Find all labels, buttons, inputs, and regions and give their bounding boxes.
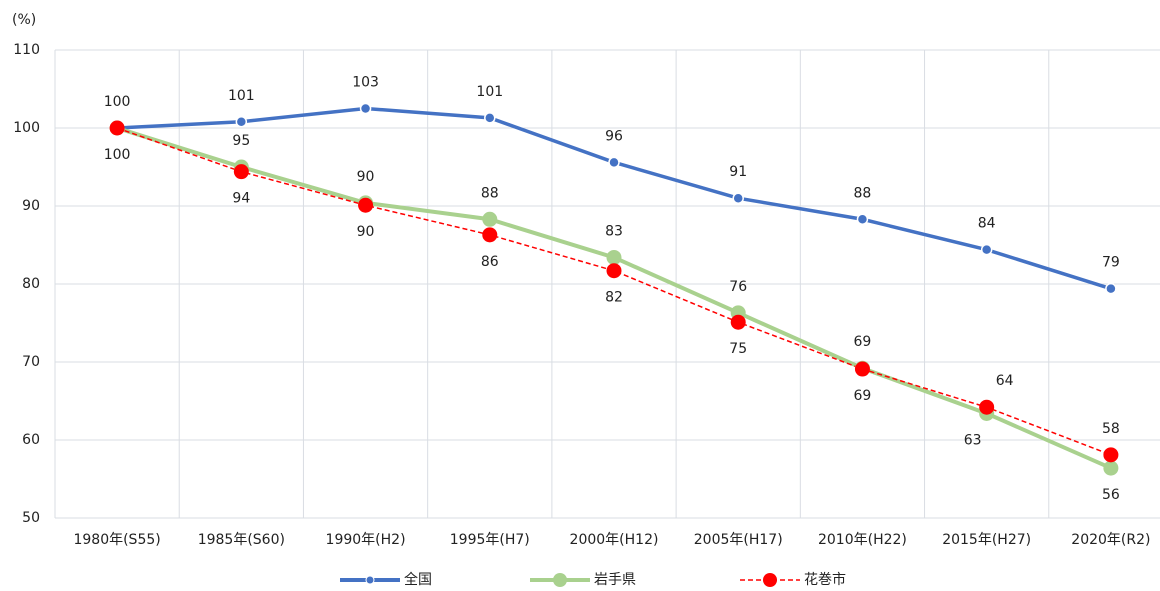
x-tick-label: 2005年(H17) bbox=[694, 532, 783, 548]
point bbox=[235, 116, 248, 128]
point bbox=[606, 263, 622, 279]
y-tick-label: 90 bbox=[22, 198, 40, 214]
data-label: 90 bbox=[357, 224, 375, 240]
data-label: 96 bbox=[605, 128, 623, 144]
legend-label: 花巻市 bbox=[804, 571, 846, 588]
data-label: 83 bbox=[605, 223, 623, 239]
y-tick-label: 100 bbox=[13, 120, 40, 136]
legend-marker bbox=[763, 573, 777, 587]
data-label: 101 bbox=[228, 88, 255, 104]
data-label: 84 bbox=[978, 216, 996, 232]
data-label: 86 bbox=[481, 254, 499, 270]
data-label: 91 bbox=[729, 164, 747, 180]
point bbox=[359, 102, 372, 115]
x-tick-label: 2010年(H22) bbox=[818, 532, 907, 548]
x-tick-label: 2015年(H27) bbox=[942, 532, 1031, 548]
point bbox=[1105, 282, 1117, 295]
point bbox=[484, 112, 496, 124]
data-label: 64 bbox=[996, 373, 1014, 389]
data-label: 79 bbox=[1102, 255, 1120, 271]
point bbox=[856, 213, 869, 226]
data-label: 82 bbox=[605, 290, 623, 306]
y-tick-label: 50 bbox=[22, 510, 40, 526]
point bbox=[1103, 447, 1119, 463]
data-label: 94 bbox=[232, 191, 250, 207]
data-label: 69 bbox=[854, 388, 872, 404]
data-label: 101 bbox=[476, 84, 503, 100]
data-label: 58 bbox=[1102, 421, 1120, 437]
y-tick-label: 70 bbox=[22, 354, 40, 370]
point bbox=[482, 227, 498, 243]
x-tick-label: 1980年(S55) bbox=[73, 532, 160, 548]
legend-marker bbox=[365, 575, 375, 585]
x-tick-label: 1985年(S60) bbox=[198, 532, 285, 548]
point bbox=[109, 120, 125, 136]
x-tick-label: 1990年(H2) bbox=[326, 532, 406, 548]
point bbox=[730, 314, 746, 330]
x-tick-label: 2000年(H12) bbox=[570, 532, 659, 548]
point bbox=[1103, 460, 1119, 476]
data-label: 90 bbox=[357, 169, 375, 185]
data-label: 100 bbox=[104, 147, 131, 163]
point bbox=[608, 156, 620, 169]
y-tick-label: 80 bbox=[22, 276, 40, 292]
legend-marker bbox=[553, 573, 567, 587]
y-tick-label: 60 bbox=[22, 432, 40, 448]
data-label: 95 bbox=[232, 133, 250, 149]
point bbox=[854, 361, 870, 377]
data-label: 88 bbox=[481, 185, 499, 201]
y-axis-label: (%) bbox=[12, 12, 36, 28]
x-tick-label: 1995年(H7) bbox=[450, 532, 530, 548]
data-label: 56 bbox=[1102, 487, 1120, 503]
data-label: 88 bbox=[854, 185, 872, 201]
point bbox=[233, 164, 249, 180]
point bbox=[980, 243, 993, 256]
x-tick-label: 2020年(R2) bbox=[1071, 532, 1150, 548]
y-tick-label: 110 bbox=[13, 42, 40, 58]
point bbox=[732, 192, 744, 204]
data-label: 103 bbox=[352, 75, 379, 91]
data-label: 63 bbox=[964, 432, 982, 448]
data-label: 69 bbox=[854, 334, 872, 350]
point bbox=[606, 249, 622, 265]
point bbox=[482, 211, 498, 227]
point bbox=[358, 197, 374, 213]
point bbox=[979, 399, 995, 415]
data-label: 100 bbox=[104, 94, 131, 110]
legend-label: 全国 bbox=[404, 571, 432, 588]
data-label: 75 bbox=[729, 341, 747, 357]
legend-label: 岩手県 bbox=[594, 572, 636, 588]
data-label: 76 bbox=[729, 279, 747, 295]
